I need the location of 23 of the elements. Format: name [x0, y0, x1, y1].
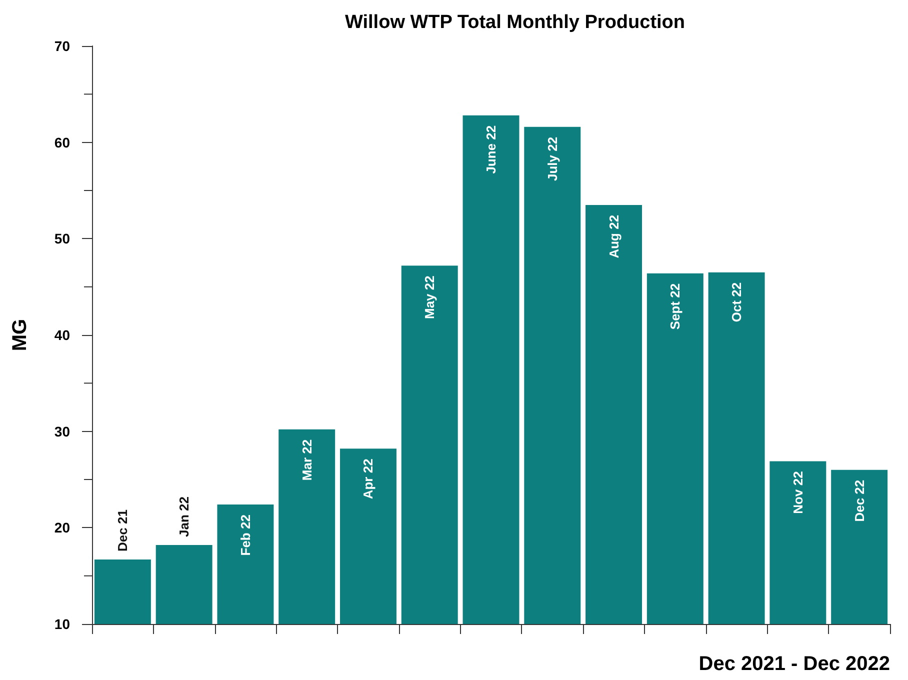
- x-axis-title: Dec 2021 - Dec 2022: [698, 653, 890, 675]
- y-tick-label: 40: [54, 327, 70, 343]
- chart-title: Willow WTP Total Monthly Production: [344, 12, 686, 33]
- y-tick-label: 60: [54, 134, 70, 150]
- x-tick-label: Aug 22: [606, 214, 622, 258]
- x-tick-label: Sept 22: [668, 283, 683, 330]
- x-tick-label: Oct 22: [729, 282, 744, 322]
- x-tick-label: June 22: [484, 125, 498, 174]
- x-tick-label: Nov 22: [790, 471, 806, 514]
- x-tick-label: Jan 22: [176, 496, 192, 538]
- x-tick-label: Apr 22: [360, 458, 376, 500]
- x-tick-label: Dec 22: [852, 480, 867, 522]
- x-tick-label: July 22: [544, 136, 560, 182]
- x-tick-label: Feb 22: [238, 514, 253, 556]
- y-axis-title: MG: [9, 318, 31, 352]
- x-tick-label: Dec 21: [115, 510, 130, 552]
- y-tick-label: 10: [54, 616, 70, 632]
- y-tick-label: 20: [54, 520, 70, 536]
- y-tick-label: 30: [54, 423, 70, 440]
- x-tick-label: May 22: [422, 276, 438, 320]
- y-tick-label: 50: [54, 230, 70, 247]
- x-tick-label: Mar 22: [299, 439, 314, 481]
- y-tick-label: 70: [54, 38, 70, 54]
